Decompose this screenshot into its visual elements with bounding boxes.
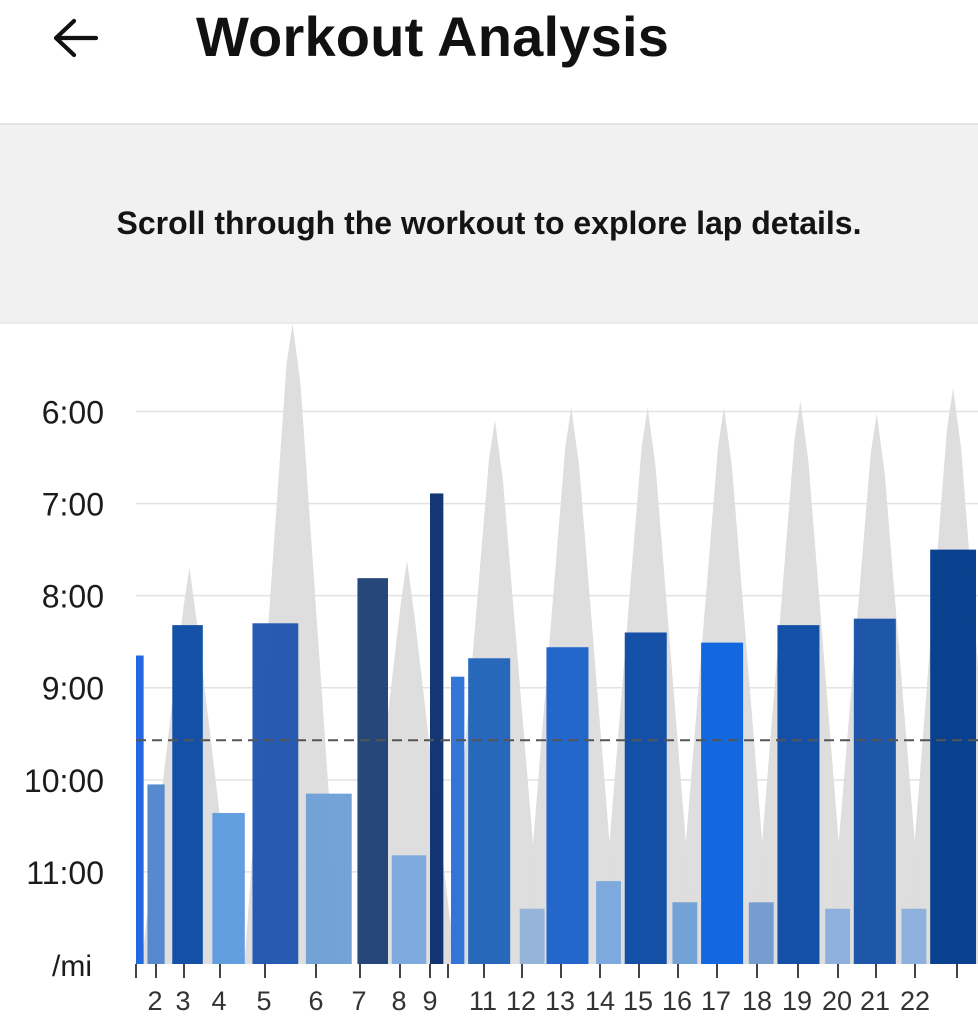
y-tick-label: 10:00 <box>24 763 104 799</box>
lap-bar[interactable] <box>451 676 465 964</box>
lap-bar[interactable] <box>825 908 850 964</box>
lap-bar[interactable] <box>212 812 245 964</box>
x-tick-label: 12 <box>506 986 536 1016</box>
banner-text: Scroll through the workout to explore la… <box>116 205 862 241</box>
info-banner: Scroll through the workout to explore la… <box>0 123 978 324</box>
y-tick-label: 8:00 <box>42 579 104 615</box>
lap-bar[interactable] <box>391 855 427 964</box>
x-tick-label: 17 <box>701 986 731 1016</box>
y-tick-label: 6:00 <box>42 394 104 430</box>
lap-bar[interactable] <box>519 908 545 964</box>
pace-chart[interactable]: 6:00 7:00 8:00 9:00 10:00 11:00/mi 2 3 4 5 6 7 8 9 11… <box>0 324 978 1024</box>
x-tick-label: 3 <box>175 986 190 1016</box>
x-tick-label: 13 <box>545 986 575 1016</box>
lap-bar[interactable] <box>357 578 388 964</box>
lap-bar[interactable] <box>147 784 165 964</box>
x-axis: 2 3 4 5 6 7 8 9 11 12 13 14 15 16 17 18 19 20 21 22 <box>135 964 958 1016</box>
x-tick-label: 5 <box>256 986 271 1016</box>
x-tick-label: 15 <box>623 986 653 1016</box>
page-title: Workout Analysis <box>196 5 670 68</box>
lap-bar[interactable] <box>672 902 698 964</box>
lap-bar[interactable] <box>252 623 299 964</box>
x-tick-label: 4 <box>211 986 226 1016</box>
x-tick-label: 22 <box>900 986 930 1016</box>
x-tick-label: 7 <box>351 986 366 1016</box>
app-header: Workout Analysis <box>0 0 978 123</box>
lap-bar[interactable] <box>748 902 774 964</box>
lap-bar[interactable] <box>624 632 667 964</box>
pace-chart-svg[interactable]: 6:00 7:00 8:00 9:00 10:00 11:00/mi 2 3 4 5 6 7 8 9 11… <box>0 324 978 1024</box>
x-tick-label: 6 <box>308 986 323 1016</box>
x-tick-label: 8 <box>391 986 406 1016</box>
lap-bar[interactable] <box>777 625 820 964</box>
x-tick-label: 9 <box>422 986 437 1016</box>
lap-bar[interactable] <box>305 793 352 964</box>
back-button[interactable] <box>44 10 108 66</box>
lap-bar[interactable] <box>172 625 203 964</box>
x-tick-label: 2 <box>147 986 162 1016</box>
lap-bar[interactable] <box>853 618 896 964</box>
lap-bar[interactable] <box>468 658 511 964</box>
lap-bar[interactable] <box>546 647 589 964</box>
x-tick-label: 19 <box>782 986 812 1016</box>
lap-bar[interactable] <box>930 549 976 964</box>
x-tick-label: 18 <box>742 986 772 1016</box>
lap-bar[interactable] <box>430 493 444 964</box>
x-tick-label: 20 <box>822 986 852 1016</box>
y-unit-label: /mi <box>52 950 92 983</box>
arrow-left-icon <box>53 18 99 58</box>
lap-bars[interactable] <box>136 493 976 964</box>
y-axis-labels: 6:00 7:00 8:00 9:00 10:00 11:00/mi <box>24 394 104 983</box>
x-tick-label: 11 <box>469 986 497 1016</box>
lap-bar[interactable] <box>596 881 621 964</box>
lap-bar[interactable] <box>136 655 144 964</box>
x-tick-label: 21 <box>860 986 890 1016</box>
y-tick-label: 9:00 <box>42 671 104 707</box>
y-tick-label: 11:00 <box>26 855 104 891</box>
lap-bar[interactable] <box>901 908 927 964</box>
y-tick-label: 7:00 <box>42 487 104 523</box>
x-tick-label: 14 <box>585 986 615 1016</box>
x-tick-label: 16 <box>662 986 692 1016</box>
lap-bar[interactable] <box>701 642 744 964</box>
